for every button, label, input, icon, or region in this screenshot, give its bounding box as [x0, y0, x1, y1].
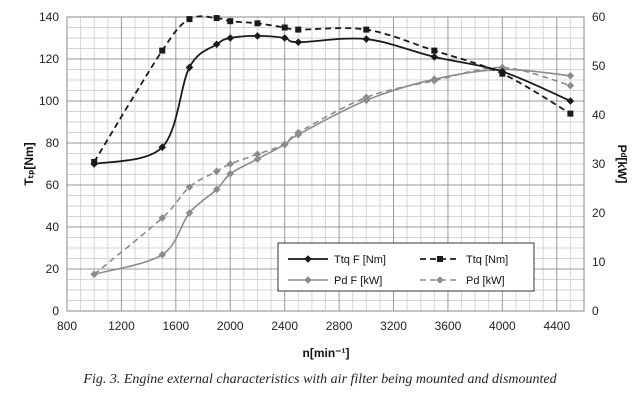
y-right-tick-labels: 0 10 20 30 40 50 60 — [592, 10, 606, 318]
x-tick-label: 2800 — [326, 319, 353, 333]
x-tick-labels: 800 1200 1600 2000 2400 2800 3200 3600 4000 4400 — [57, 319, 570, 333]
data-point — [362, 93, 371, 102]
data-point — [253, 155, 262, 163]
y-right-tick-label: 40 — [592, 108, 606, 122]
y-right-tick-label: 10 — [592, 255, 606, 269]
x-tick-label: 1200 — [108, 319, 135, 333]
data-point — [212, 40, 221, 49]
data-point — [294, 128, 303, 137]
series-line — [93, 15, 571, 163]
legend-item: Ttq F [Nm] — [288, 254, 386, 266]
y-right-tick-label: 60 — [592, 10, 606, 24]
legend-item: Pd [kW] — [420, 275, 505, 287]
y-left-tick-label: 20 — [46, 262, 60, 276]
data-point — [226, 170, 235, 178]
y-right-tick-label: 0 — [592, 304, 599, 318]
data-point — [91, 158, 98, 165]
data-point — [226, 34, 235, 42]
x-tick-label: 2400 — [271, 319, 298, 333]
legend: Ttq F [Nm] Ttq [Nm] Pd F [kW] Pd [kW] — [277, 242, 535, 292]
y-left-tick-labels: 0 20 40 60 80 100 120 140 — [39, 10, 59, 318]
data-point — [185, 209, 194, 217]
data-point — [185, 183, 194, 191]
data-point — [566, 97, 575, 105]
series-line — [93, 34, 571, 165]
x-tick-label: 800 — [57, 319, 77, 333]
data-point — [159, 47, 166, 54]
legend-item: Pd F [kW] — [288, 275, 382, 287]
data-point — [498, 63, 507, 72]
data-point — [499, 70, 506, 77]
x-axis-title: n[min⁻¹] — [303, 346, 350, 360]
data-point — [158, 250, 167, 259]
data-point — [185, 63, 194, 72]
legend-marker — [437, 256, 443, 262]
legend-label: Ttq [Nm] — [466, 254, 508, 266]
y-left-tick-label: 60 — [46, 178, 60, 192]
series-ttq-f-nm — [90, 32, 575, 168]
y-right-tick-label: 20 — [592, 206, 606, 220]
data-point — [90, 270, 99, 279]
data-point — [158, 143, 167, 151]
legend-item: Ttq [Nm] — [420, 254, 508, 266]
x-tick-label: 4400 — [543, 319, 570, 333]
data-point — [294, 38, 303, 46]
data-point — [186, 16, 193, 23]
plot-frame — [66, 16, 585, 312]
y-left-tick-label: 140 — [39, 10, 59, 24]
x-tick-label: 4000 — [489, 319, 516, 333]
y-left-tick-label: 80 — [46, 136, 60, 150]
series-ttq-nm — [91, 15, 574, 165]
data-point — [431, 47, 438, 54]
data-point — [280, 140, 289, 149]
series-line — [93, 66, 571, 275]
engine-characteristics-chart: 800 1200 1600 2000 2400 2800 3200 3600 4000 4400 … — [22, 10, 629, 360]
figure-caption: Fig. 3. Engine external characteristics … — [83, 372, 557, 387]
y-left-tick-label: 0 — [52, 304, 59, 318]
y-left-tick-label: 100 — [39, 94, 59, 108]
y-right-axis-title: Pᵈ[kW] — [615, 145, 629, 184]
data-point — [253, 32, 262, 40]
data-point — [227, 18, 234, 25]
y-right-tick-label: 50 — [592, 59, 606, 73]
legend-label: Pd [kW] — [466, 275, 505, 287]
data-point — [430, 53, 439, 61]
data-point — [430, 76, 439, 85]
x-tick-label: 3600 — [435, 319, 462, 333]
data-point — [226, 160, 235, 168]
legend-marker — [436, 276, 444, 284]
legend-marker — [304, 255, 312, 263]
x-tick-label: 2000 — [217, 319, 244, 333]
data-point — [253, 150, 262, 158]
data-point — [212, 167, 221, 176]
y-left-tick-label: 40 — [46, 220, 60, 234]
y-right-tick-label: 30 — [592, 157, 606, 171]
data-point — [254, 20, 261, 27]
data-point — [567, 110, 574, 117]
y-left-axis-title: Tₜₚ[Nm] — [22, 142, 36, 185]
legend-marker — [304, 276, 312, 284]
series-pd-kw — [90, 63, 575, 279]
data-point — [280, 34, 289, 42]
data-point — [566, 72, 575, 80]
series-layer — [90, 15, 575, 279]
data-point — [362, 35, 371, 43]
data-point — [158, 214, 167, 222]
legend-box — [277, 242, 535, 292]
series-line — [93, 68, 571, 276]
legend-label: Pd F [kW] — [334, 275, 382, 287]
data-point — [566, 81, 575, 90]
y-left-tick-label: 120 — [39, 52, 59, 66]
x-tick-label: 1600 — [162, 319, 189, 333]
data-point — [281, 24, 288, 31]
data-point — [363, 26, 370, 33]
data-point — [295, 26, 302, 33]
data-point — [213, 15, 220, 22]
x-tick-label: 3200 — [380, 319, 407, 333]
legend-label: Ttq F [Nm] — [334, 254, 386, 266]
data-point — [212, 185, 221, 194]
